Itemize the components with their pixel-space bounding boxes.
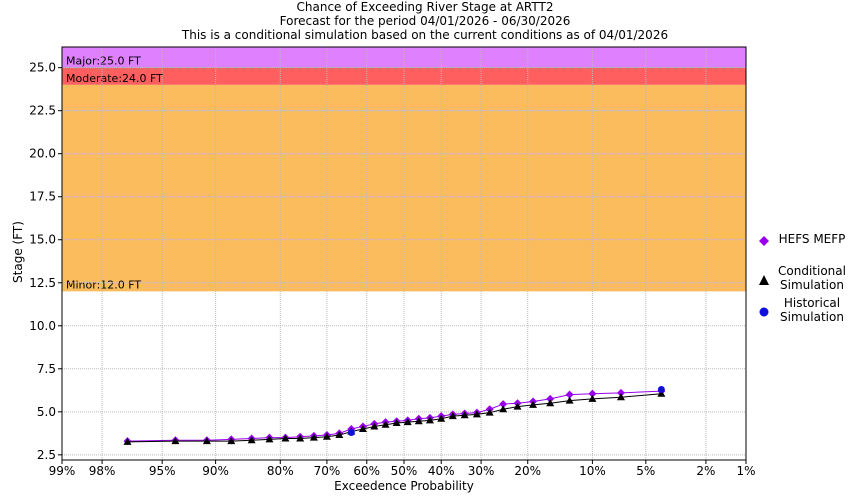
flood-band-label: Major:25.0 FT [66,55,141,68]
x-tick-label: 70% [314,464,341,478]
conditional-point [460,411,469,419]
circle-marker-icon [759,307,769,317]
hefs-point [546,394,555,403]
conditional-point [309,433,318,441]
hefs-point [588,389,597,398]
conditional-point [296,434,305,442]
conditional-point [499,405,508,413]
legend-item-historical[interactable]: Historical Simulation [756,296,850,328]
x-tick-label: 99% [49,464,76,478]
x-tick-label: 98% [89,464,116,478]
conditional-point [370,422,379,430]
legend-label-conditional: Conditional Simulation [778,264,846,292]
flood-band-label: Moderate:24.0 FT [66,72,163,85]
conditional-point [529,400,538,408]
y-tick-label: 22.5 [29,104,56,118]
y-tick-label: 7.5 [37,362,56,376]
y-tick-label: 20.0 [29,147,56,161]
conditional-point [565,396,574,404]
conditional-point [616,393,625,401]
conditional-point [472,410,481,418]
conditional-point [381,420,390,428]
y-tick-label: 5.0 [37,405,56,419]
conditional-point [657,389,666,397]
hefs-point [499,400,508,409]
flood-band-label: Minor:12.0 FT [66,278,141,291]
y-axis-label: Stage (FT) [11,221,25,283]
hefs-point [565,390,574,399]
conditional-point [513,402,522,410]
chart-legend: HEFS MEFP Conditional Simulation Histori… [756,232,850,328]
chart-titles: Chance of Exceeding River Stage at ARTT2… [0,0,850,42]
conditional-point [414,417,423,425]
conditional-point [123,437,132,445]
conditional-point [425,416,434,424]
conditional-point [202,437,211,445]
data-series [123,385,666,446]
x-tick-label: 10% [579,464,606,478]
y-tick-label: 12.5 [29,276,56,290]
x-tick-label: 95% [149,464,176,478]
x-tick-label: 2% [696,464,715,478]
chart-axes: 99% 98% 95% 90% 80% 70% 60% 50% 40% 30% 20% 10% 5% 2%… [29,46,756,478]
historical-point [347,428,355,436]
x-tick-label: 90% [202,464,229,478]
hefs-point [616,388,625,397]
x-tick-label: 5% [636,464,655,478]
triangle-marker-icon [759,275,769,285]
conditional-point [247,436,256,444]
conditional-point [265,435,274,443]
conditional-point [485,408,494,416]
conditional-point [448,412,457,420]
diamond-marker-icon [759,236,769,246]
chart-title: Chance of Exceeding River Stage at ARTT2 [296,0,554,14]
series-line [127,393,662,443]
x-tick-label: 80% [267,464,294,478]
conditional-point [358,425,367,433]
y-tick-label: 17.5 [29,190,56,204]
flood-band-moderate [62,67,746,85]
conditional-point [403,418,412,426]
y-tick-label: 25.0 [29,61,56,75]
chart-subtitle-conditions: This is a conditional simulation based o… [181,28,669,42]
x-tick-label: 60% [353,464,380,478]
x-tick-label: 50% [391,464,418,478]
legend-label-historical: Historical Simulation [780,296,844,324]
conditional-point [546,399,555,407]
conditional-point [588,394,597,402]
legend-label-hefs: HEFS MEFP [778,232,846,246]
y-tick-label: 2.5 [37,448,56,462]
conditional-point [437,414,446,422]
series-line [127,390,662,442]
conditional-point [392,419,401,427]
x-tick-label: 30% [468,464,495,478]
historical-point [657,385,665,393]
legend-item-hefs[interactable]: HEFS MEFP [756,232,850,264]
conditional-point [227,437,236,445]
y-tick-label: 15.0 [29,233,56,247]
x-tick-label: 20% [514,464,541,478]
x-tick-label: 40% [428,464,455,478]
x-tick-label: 1% [736,464,755,478]
x-axis-label: Exceedence Probability [334,479,474,493]
conditional-point [171,437,180,445]
legend-item-conditional[interactable]: Conditional Simulation [756,264,850,296]
y-tick-label: 10.0 [29,319,56,333]
chart-subtitle-period: Forecast for the period 04/01/2026 - 06/… [279,14,571,28]
conditional-point [281,434,290,442]
conditional-point [335,431,344,439]
conditional-point [322,432,331,440]
